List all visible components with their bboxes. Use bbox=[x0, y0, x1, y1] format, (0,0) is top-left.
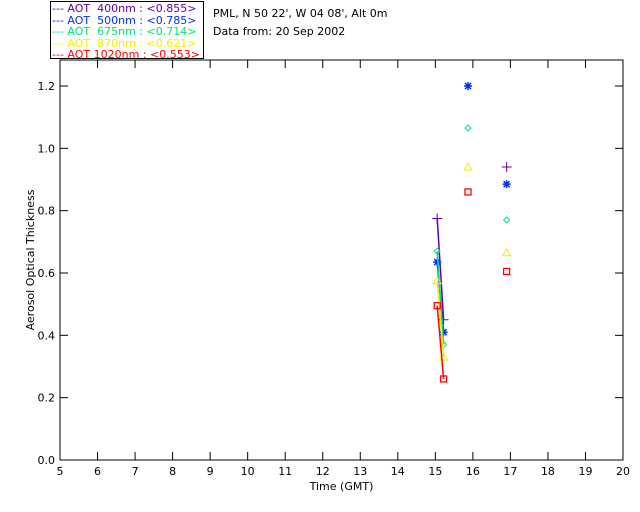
data-point bbox=[463, 162, 473, 171]
x-tick-label: 7 bbox=[132, 465, 139, 478]
x-axis-label: Time (GMT) bbox=[309, 480, 374, 493]
chart-title: PML, N 50 22', W 04 08', Alt 0m bbox=[213, 7, 388, 20]
series-line bbox=[436, 305, 445, 380]
series-line bbox=[436, 280, 445, 358]
legend-entry: --- AOT 500nm : <0.785> bbox=[52, 13, 197, 27]
y-axis-label: Aerosol Optical Thickness bbox=[24, 189, 37, 330]
data-point bbox=[501, 162, 512, 173]
x-tick-label: 20 bbox=[616, 465, 630, 478]
legend-entry: --- AOT 1020nm : <0.553> bbox=[52, 48, 200, 62]
y-tick-label: 0.6 bbox=[38, 267, 56, 280]
data-point bbox=[501, 247, 512, 257]
legend-entry: --- AOT 870nm : <0.621> bbox=[52, 36, 197, 50]
legend: --- AOT 400nm : <0.855> --- AOT 500nm : <… bbox=[50, 1, 204, 62]
y-tick-label: 0.8 bbox=[38, 205, 56, 218]
y-tick-label: 0.4 bbox=[38, 329, 56, 342]
y-tick-label: 1.2 bbox=[38, 80, 56, 93]
plot-frame bbox=[59, 59, 624, 461]
data-point bbox=[439, 328, 448, 337]
x-tick-label: 5 bbox=[57, 465, 64, 478]
data-point bbox=[432, 213, 443, 224]
x-tick-label: 9 bbox=[207, 465, 214, 478]
data-point bbox=[439, 340, 448, 349]
x-tick-label: 18 bbox=[541, 465, 555, 478]
data-point bbox=[433, 302, 441, 310]
data-point bbox=[433, 247, 441, 255]
x-tick-label: 8 bbox=[169, 465, 176, 478]
x-tick-label: 17 bbox=[503, 465, 517, 478]
x-tick-label: 13 bbox=[353, 465, 367, 478]
y-tick-label: 0.2 bbox=[38, 392, 56, 405]
x-tick-label: 19 bbox=[578, 465, 592, 478]
data-point bbox=[502, 216, 511, 224]
series-line bbox=[436, 218, 445, 320]
x-tick-label: 14 bbox=[391, 465, 405, 478]
data-point bbox=[439, 375, 448, 383]
legend-entry: --- AOT 400nm : <0.855> bbox=[52, 2, 197, 15]
series-line bbox=[436, 251, 445, 345]
x-tick-label: 12 bbox=[316, 465, 330, 478]
data-point bbox=[432, 275, 443, 285]
legend-entry: --- AOT 675nm : <0.714> bbox=[52, 25, 197, 39]
data-point bbox=[502, 180, 511, 189]
chart-info: PML, N 50 22', W 04 08', Alt 0m Data fro… bbox=[213, 5, 387, 41]
x-tick-label: 15 bbox=[428, 465, 442, 478]
y-tick-label: 0.0 bbox=[38, 454, 56, 467]
data-point bbox=[463, 82, 472, 90]
x-tick-label: 11 bbox=[278, 465, 292, 478]
chart-subtitle: Data from: 20 Sep 2002 bbox=[213, 25, 346, 38]
y-tick-label: 1.0 bbox=[38, 142, 56, 155]
x-tick-label: 6 bbox=[94, 465, 101, 478]
data-point bbox=[464, 188, 472, 196]
data-point bbox=[502, 267, 511, 276]
x-tick-label: 10 bbox=[241, 465, 255, 478]
data-point bbox=[464, 124, 472, 132]
x-tick-label: 16 bbox=[466, 465, 480, 478]
